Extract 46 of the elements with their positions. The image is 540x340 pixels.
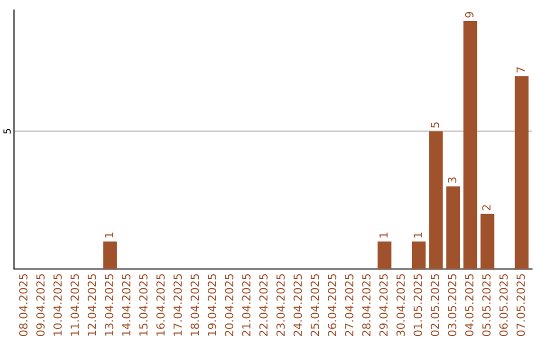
x-tick-label: 06.05.2025 [499, 274, 508, 336]
bar [412, 241, 426, 269]
data-label: 7 [516, 67, 525, 72]
bar [103, 241, 117, 269]
x-tick-label: 10.04.2025 [53, 274, 62, 336]
bar [378, 241, 392, 269]
x-tick-label: 23.04.2025 [276, 274, 285, 336]
data-label: 1 [414, 232, 422, 238]
bar [429, 131, 443, 269]
x-tick-label: 17.04.2025 [173, 274, 182, 336]
bar [514, 76, 529, 269]
x-tick-label: 18.04.2025 [190, 274, 200, 336]
x-tick-label: 13.04.2025 [104, 274, 114, 336]
bar [463, 21, 478, 269]
x-tick-label: 27.04.2025 [345, 274, 354, 336]
data-label: 5 [430, 122, 440, 128]
bar [480, 214, 494, 269]
x-tick-label: 30.04.2025 [396, 274, 405, 336]
x-tick-label: 14.04.2025 [122, 274, 130, 336]
x-tick-label: 25.04.2025 [310, 274, 320, 336]
x-tick-label: 28.04.2025 [362, 274, 371, 336]
x-tick-label: 24.04.2025 [294, 274, 302, 336]
x-tick-label: 29.04.2025 [379, 274, 388, 336]
x-tick-label: 05.05.2025 [482, 274, 491, 336]
x-tick-label: 19.04.2025 [208, 274, 216, 336]
x-tick-label: 20.04.2025 [224, 274, 234, 336]
data-label: 1 [105, 232, 114, 238]
x-tick-label: 26.04.2025 [328, 274, 336, 336]
x-tick-label: 07.05.2025 [516, 274, 525, 336]
x-tick-label: 09.04.2025 [36, 274, 45, 336]
x-tick-label: 21.04.2025 [242, 274, 250, 336]
x-tick-label: 02.05.2025 [430, 274, 440, 336]
data-label: 9 [465, 12, 474, 18]
x-tick-label: 12.04.2025 [88, 274, 96, 336]
x-tick-label: 04.05.2025 [465, 274, 474, 336]
x-tick-label: 01.05.2025 [414, 274, 422, 336]
data-label: 3 [448, 177, 456, 183]
data-label: 2 [482, 205, 490, 210]
x-tick-label: 08.04.2025 [19, 274, 28, 336]
x-tick-label: 11.04.2025 [70, 274, 79, 336]
bar [446, 186, 460, 269]
data-label: 1 [379, 232, 388, 238]
x-tick-label: 16.04.2025 [156, 274, 165, 336]
x-tick-label: 03.05.2025 [448, 274, 456, 336]
x-tick-label: 22.04.2025 [259, 274, 268, 336]
x-tick-label: 15.04.2025 [139, 274, 148, 336]
